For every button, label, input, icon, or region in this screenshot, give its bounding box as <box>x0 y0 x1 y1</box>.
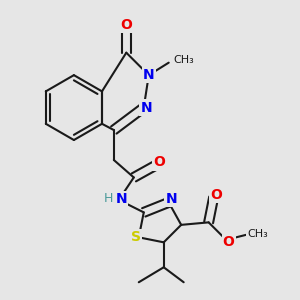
Text: CH₃: CH₃ <box>247 229 268 238</box>
Text: O: O <box>153 155 165 170</box>
Text: N: N <box>165 192 177 206</box>
Text: O: O <box>223 235 235 249</box>
Text: N: N <box>143 68 154 82</box>
Text: H: H <box>104 192 113 205</box>
Text: CH₃: CH₃ <box>173 55 194 65</box>
Text: N: N <box>140 100 152 115</box>
Text: O: O <box>120 18 132 32</box>
Text: N: N <box>116 192 127 206</box>
Text: S: S <box>131 230 141 244</box>
Text: O: O <box>210 188 222 202</box>
